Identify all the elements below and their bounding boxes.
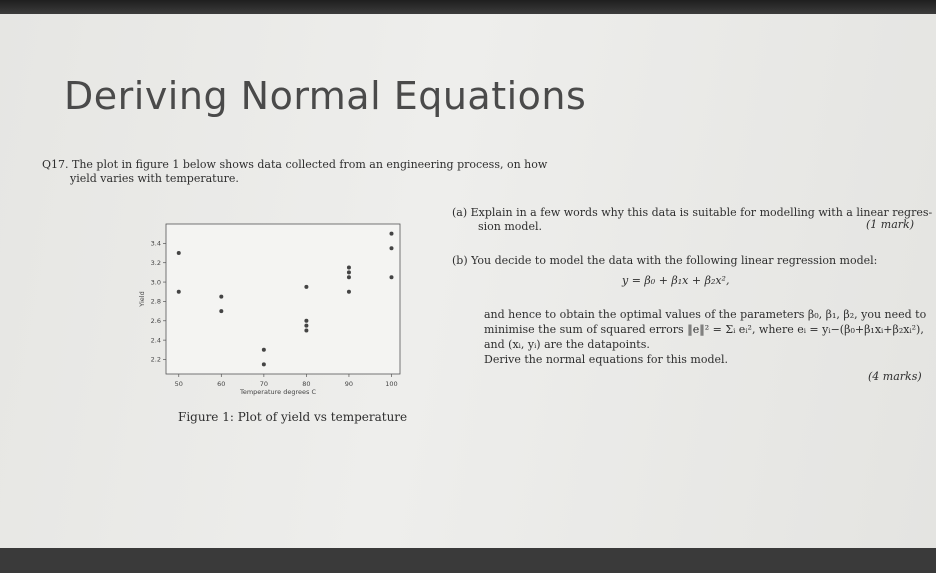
data-point	[389, 231, 394, 236]
data-point	[176, 251, 181, 256]
slide-title: Deriving Normal Equations	[64, 74, 587, 118]
x-tick-label: 60	[217, 380, 225, 388]
y-tick-label: 2.8	[151, 298, 161, 306]
part-b-line-1: (b) You decide to model the data with th…	[452, 254, 878, 267]
x-tick-label: 70	[260, 380, 268, 388]
question-text-line-2: yield varies with temperature.	[70, 172, 239, 185]
data-point	[389, 246, 394, 251]
y-tick-label: 3.0	[151, 278, 161, 286]
data-point	[346, 289, 351, 294]
data-point	[304, 318, 309, 323]
slide: Deriving Normal Equations Q17. The plot …	[0, 14, 936, 549]
plot-area-frame	[165, 223, 401, 375]
part-b-line-3: minimise the sum of squared errors ‖e‖² …	[484, 323, 924, 336]
part-b-line-5: Derive the normal equations for this mod…	[484, 353, 729, 366]
data-point	[346, 275, 351, 280]
data-point	[304, 284, 309, 289]
part-b-line-2: and hence to obtain the optimal values o…	[484, 308, 927, 321]
scatter-chart: 50 60 70 80 90 100 2.2 2.4 2.6 2.8 3.0 3.2 3.4 Temper…	[138, 223, 401, 396]
y-tick-label: 2.6	[151, 317, 161, 325]
data-point	[176, 289, 181, 294]
regression-equation: y = β₀ + β₁x + β₂x²,	[622, 274, 730, 287]
x-tick-label: 100	[385, 380, 397, 388]
figure-caption: Figure 1: Plot of yield vs temperature	[178, 410, 408, 424]
data-point	[219, 309, 224, 314]
data-point	[346, 265, 351, 270]
part-a-line-2: sion model.	[478, 220, 542, 233]
screen-bottom-edge	[0, 548, 936, 573]
data-point	[304, 328, 309, 333]
screen-top-edge	[0, 0, 936, 14]
part-a-line-1: (a) Explain in a few words why this data…	[452, 206, 933, 219]
data-point	[304, 323, 309, 328]
x-tick-label: 80	[302, 380, 310, 388]
y-tick-label: 2.2	[151, 356, 161, 364]
x-axis-label: Temperature degrees C	[239, 388, 316, 396]
part-a-marks: (1 mark)	[866, 218, 914, 231]
y-tick-label: 3.4	[151, 240, 161, 248]
data-point	[261, 362, 266, 367]
part-b-line-4: and (xᵢ, yᵢ) are the datapoints.	[484, 338, 650, 351]
x-tick-label: 50	[175, 380, 183, 388]
data-point	[346, 270, 351, 275]
data-point	[219, 294, 224, 299]
y-axis-label: Yield	[138, 291, 146, 307]
y-tick-label: 3.2	[151, 259, 161, 267]
data-point	[261, 347, 266, 352]
data-point	[389, 275, 394, 280]
y-tick-label: 2.4	[151, 336, 161, 344]
part-b-marks: (4 marks)	[868, 370, 922, 383]
x-tick-label: 90	[345, 380, 353, 388]
question-text-line-1: Q17. The plot in figure 1 below shows da…	[42, 158, 548, 171]
